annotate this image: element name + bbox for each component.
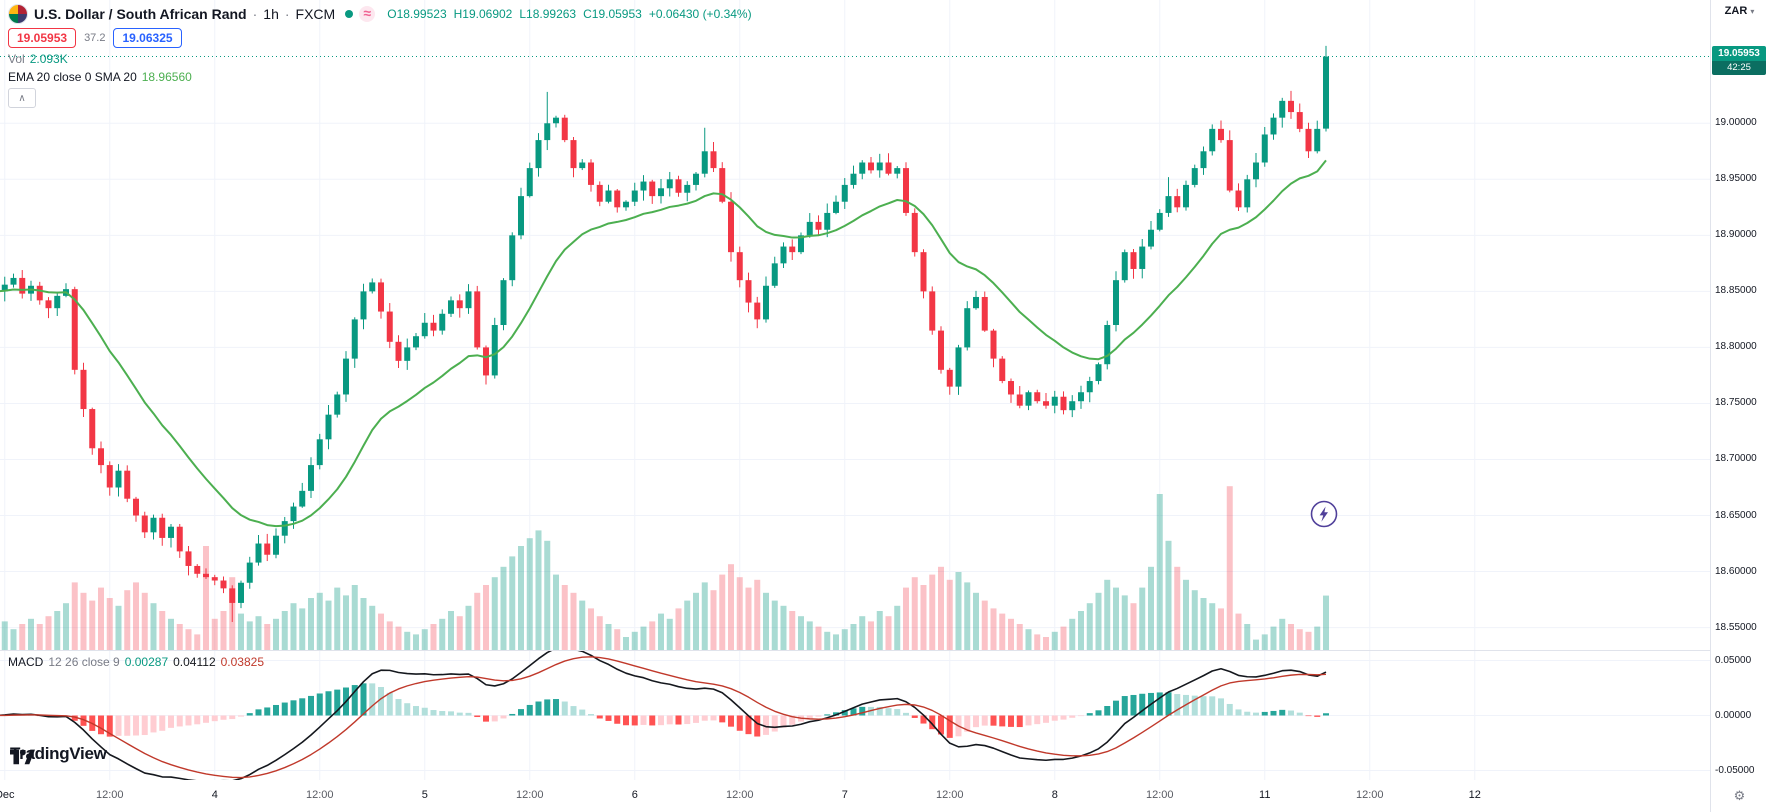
price-axis-label: 18.55000 [1715,621,1757,633]
macd-axis-label: 0.05000 [1715,654,1752,666]
macd-signal-value: 0.03825 [220,655,265,669]
spread-value: 37.2 [84,32,106,44]
chevron-down-icon: ▾ [1750,7,1755,16]
sell-button[interactable]: 19.05953 [8,28,77,48]
time-axis-label: 12:00 [515,789,544,801]
time-axis-label: 12:00 [95,789,124,801]
symbol-legend-row: U.S. Dollar / South African Rand · 1h · … [8,4,752,24]
instrument-logo-icon [8,4,28,24]
macd-axis-label: 0.00000 [1715,709,1752,721]
volume-legend-row: Vol 2.093K [8,52,752,66]
close-value: 19.05953 [591,7,642,21]
separator: · [252,6,258,22]
time-axis-label: 12:00 [305,789,334,801]
price-axis-label: 18.80000 [1715,341,1757,353]
market-status-icon [345,10,354,18]
ma-legend-row: EMA 20 close 0 SMA 20 18.96560 [8,70,752,84]
open-value: 18.99523 [396,7,447,21]
price-axis-label: 18.70000 [1715,453,1757,465]
instant-trade-button[interactable] [1310,500,1338,528]
change-value: +0.06430 (+0.34%) [648,7,752,21]
high-value: 19.06902 [462,7,513,21]
price-axis-label: 18.95000 [1715,173,1757,185]
macd-line-value: 0.04112 [173,655,216,669]
price-axis-label: 18.90000 [1715,229,1757,241]
macd-hist-value: 0.00287 [124,655,169,669]
time-axis-label: 6 [631,789,638,801]
time-axis-label: 12:00 [725,789,754,801]
price-axis-label: 18.75000 [1715,397,1757,409]
time-axis-label: 12:00 [1355,789,1384,801]
price-axis-label: 18.60000 [1715,565,1757,577]
time-axis-label: 11 [1259,789,1271,801]
chart-canvas[interactable] [0,0,1710,812]
time-axis-label: 12:00 [935,789,964,801]
legend-collapse-row: ∧ [8,88,752,108]
axis-settings-corner[interactable]: ⚙ [1710,780,1767,812]
ma-indicator-label: EMA 20 close 0 SMA 20 [8,70,137,84]
tradingview-mark-icon [10,749,35,765]
volume-label: Vol [8,52,25,66]
volume-value: 2.093K [29,52,68,66]
tradingview-logo[interactable]: TradingView [10,744,107,765]
pane-resize-handle[interactable] [0,650,1767,651]
bar-countdown: 42:25 [1712,60,1766,75]
time-axis-label: 12 [1468,789,1481,801]
collapse-legend-button[interactable]: ∧ [8,88,36,108]
macd-indicator-label: MACD [8,655,44,669]
price-axis-label: 18.65000 [1715,509,1757,521]
price-axis-label: 19.00000 [1715,117,1757,129]
time-axis-label: 12:00 [1145,789,1174,801]
time-axis-label: 4 [211,789,218,801]
time-axis-label: 8 [1051,789,1058,801]
axis-currency-label: ZAR [1724,5,1748,17]
separator: · [284,6,290,22]
chart-legend: U.S. Dollar / South African Rand · 1h · … [8,4,752,112]
time-axis-label: Dec [0,789,15,801]
macd-axis-label: -0.05000 [1715,764,1755,776]
ma-indicator-value: 18.96560 [141,70,192,84]
ohlc-readout: O18.99523 H19.06902 L18.99263 C19.05953 … [387,7,752,21]
macd-legend-row: MACD 12 26 close 9 0.00287 0.04112 0.038… [8,655,264,669]
macd-params: 12 26 close 9 [48,655,120,669]
bid-ask-row: 19.05953 37.2 19.06325 [8,28,752,48]
exchange-label[interactable]: FXCM [295,6,336,22]
gear-icon: ⚙ [1733,788,1746,803]
price-axis-label: 18.85000 [1715,285,1757,297]
axis-currency-dropdown[interactable]: ZAR ▾ [1711,5,1767,17]
timeframe-label[interactable]: 1h [263,6,279,22]
time-axis-label: 7 [841,789,848,801]
wave-icon: ≈ [359,6,376,22]
tradingview-wordmark: TradingView [10,744,107,763]
low-value: 18.99263 [526,7,577,21]
time-axis[interactable]: Dec 12:00 4 12:00 5 12:00 6 12:00 7 12:00 8 12:00 11… [0,780,1710,812]
current-price-value: 19.05953 [1712,45,1766,61]
price-axis[interactable]: ZAR ▾ 19.05953 42:25 19.00000 18.95000 18.… [1710,0,1767,812]
lightning-bolt-icon [1310,500,1338,528]
symbol-title[interactable]: U.S. Dollar / South African Rand [34,6,247,22]
time-axis-label: 5 [421,789,428,801]
buy-button[interactable]: 19.06325 [113,28,182,48]
current-price-badge[interactable]: 19.05953 42:25 [1712,45,1766,75]
